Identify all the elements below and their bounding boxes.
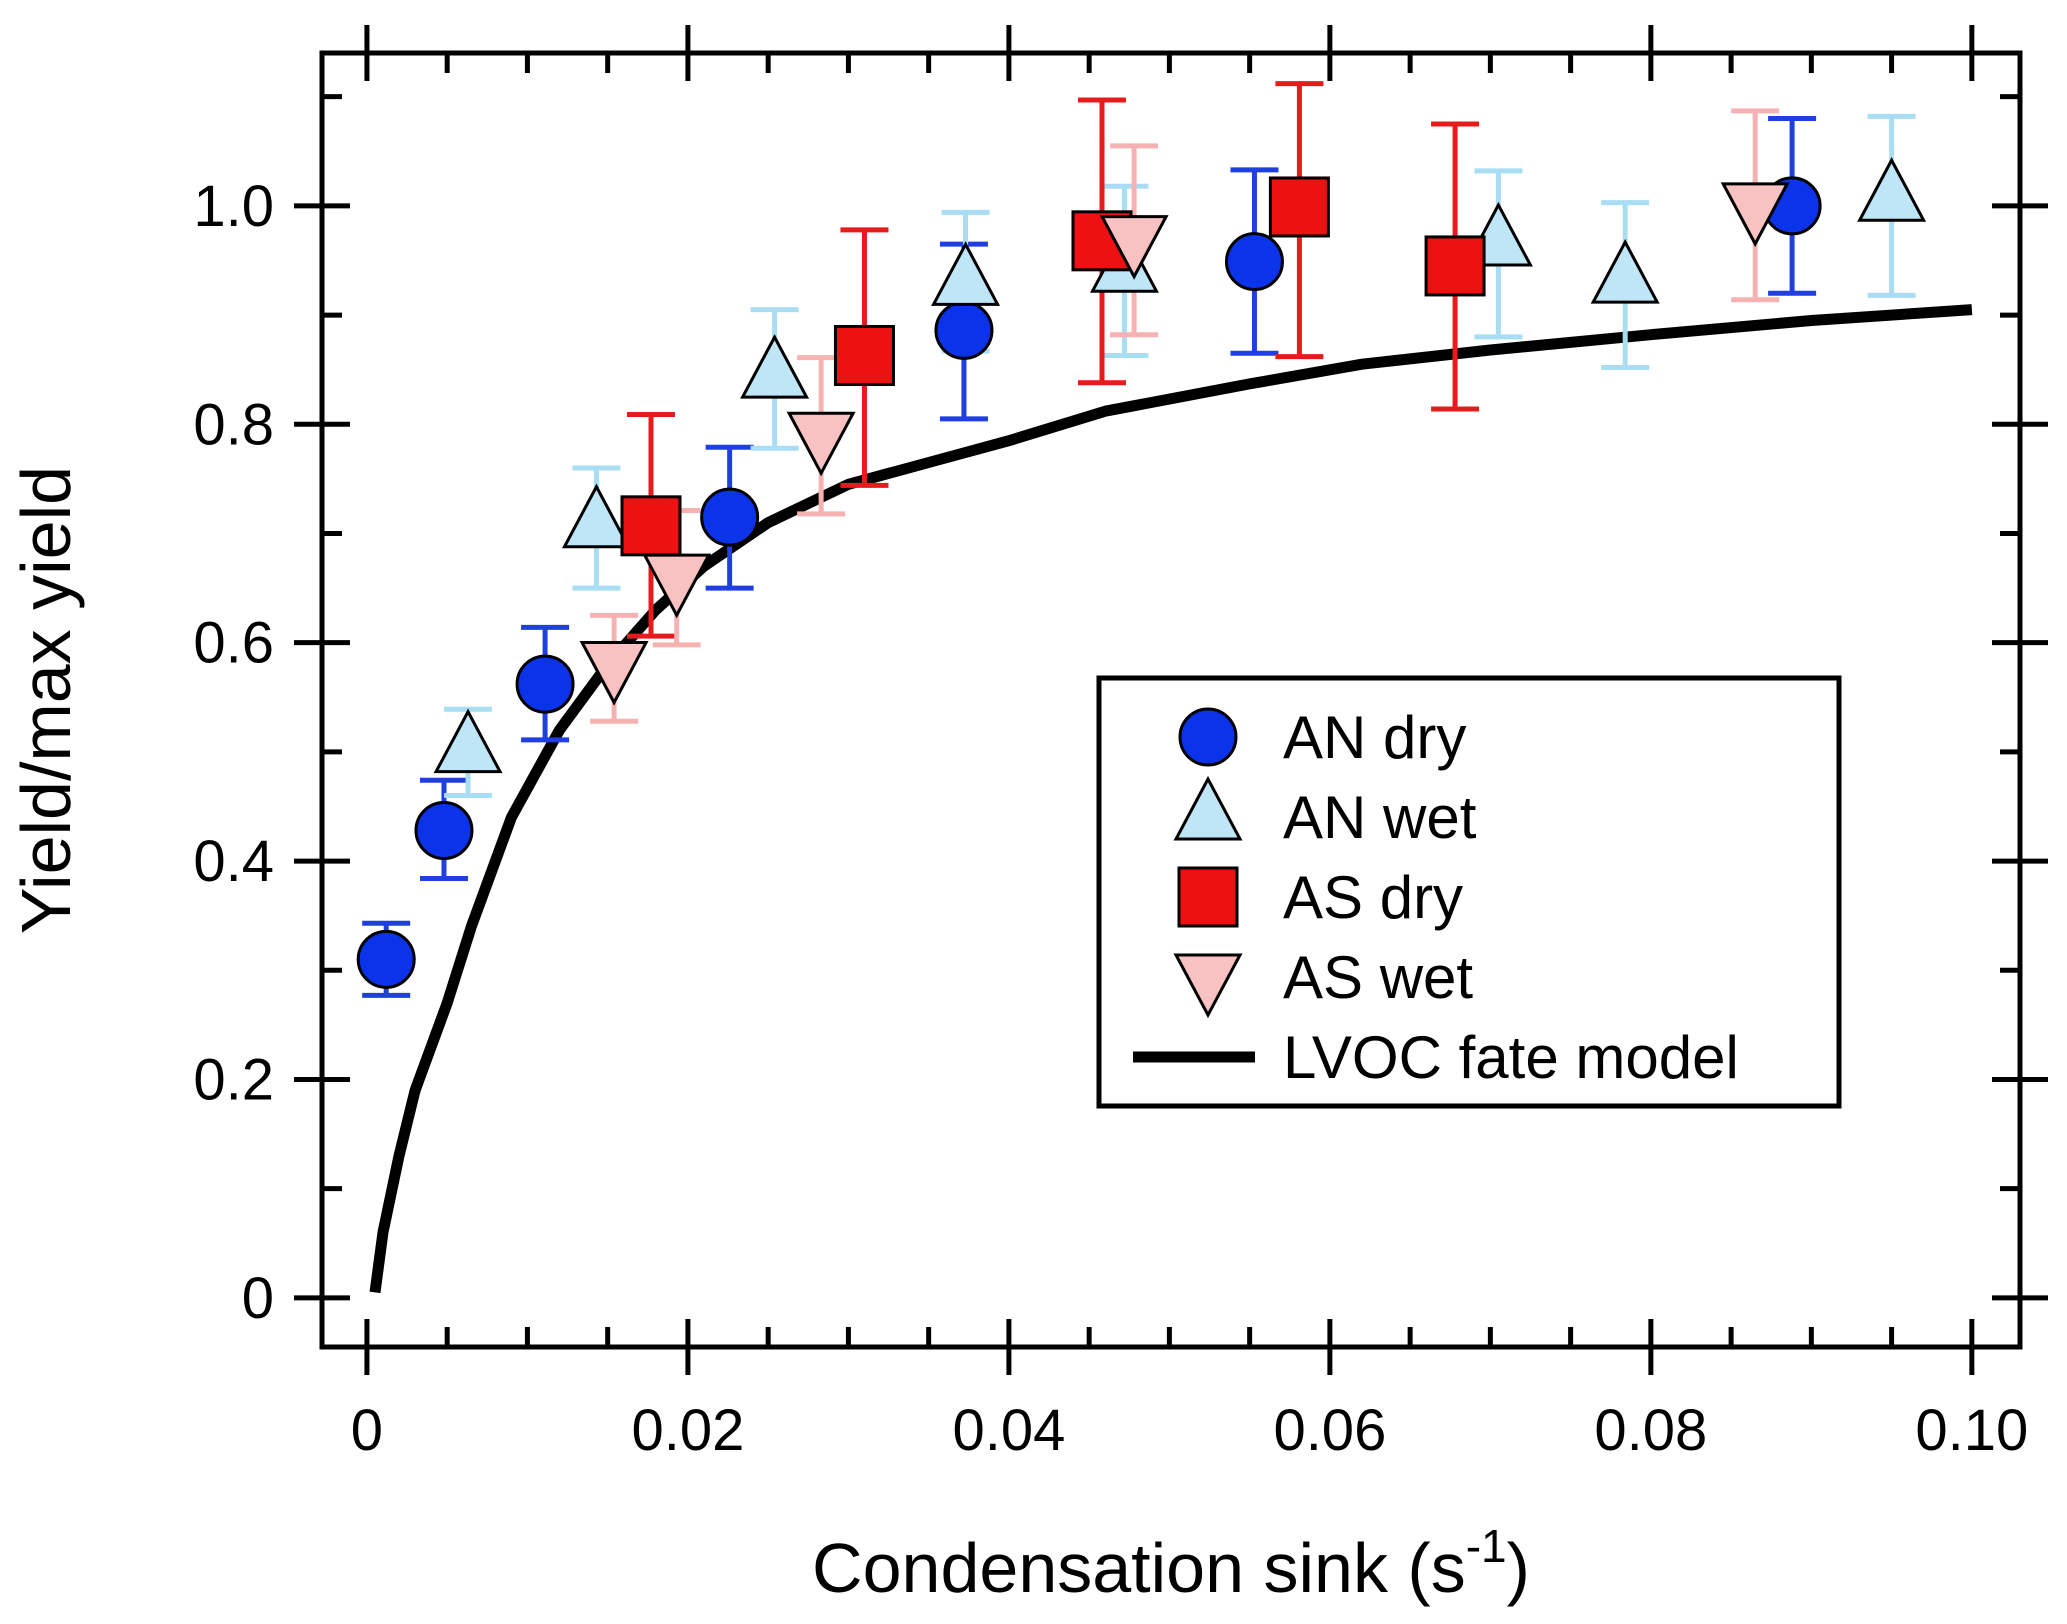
legend-as-wet-marker [1173,953,1243,1019]
y-tick-label: 0 [242,1266,274,1331]
series-an-wet-point [1590,238,1660,304]
x-tick-label: 0.06 [1273,1398,1386,1463]
y-tick-label: 0.8 [193,392,274,457]
x-tick-labels: 0 0.02 0.04 0.06 0.08 0.10 [351,1398,2028,1463]
legend-an-wet-marker [1173,775,1243,841]
x-tick-label: 0.02 [631,1398,744,1463]
series-as-wet-point [642,553,712,619]
y-tick-labels: 0 0.2 0.4 0.6 0.8 1.0 [193,174,274,1331]
legend-an-wet-label: AN wet [1283,784,1477,851]
series-an-wet-point [931,241,1001,306]
series-as-dry-point [620,495,682,557]
legend-lvoc-fate-model-label: LVOC fate model [1283,1024,1739,1091]
x-tick-label: 0.04 [952,1398,1065,1463]
data-markers [356,157,1927,989]
series-an-wet-point [740,333,810,399]
legend-as-wet-label: AS wet [1283,944,1473,1011]
x-tick-label: 0.10 [1915,1398,2028,1463]
legend: AN dry AN wet AS dry AS wet LVOC fate model [1096,675,1842,1109]
series-an-dry-point [1224,232,1284,292]
x-axis-title: Condensation sink (s-1) [812,1520,1530,1607]
legend-an-dry-marker [1178,707,1238,767]
error-bars [362,81,1916,998]
y-tick-label: 0.4 [193,829,274,894]
x-axis-title-close: ) [1507,1529,1530,1607]
series-as-wet-point [1720,182,1790,248]
series-an-dry-point [515,654,575,714]
plot-frame [319,50,2023,1350]
series-an-wet-point [1857,157,1927,222]
y-tick-label: 0.2 [193,1047,274,1112]
series-an-dry-point [356,929,416,989]
series-as-dry-point [1268,176,1330,238]
legend-as-dry-label: AS dry [1283,864,1463,931]
series-as-dry-point [1424,235,1486,297]
series-as-wet-point [579,641,649,706]
series-an-dry-point [700,487,760,547]
x-tick-label: 0.08 [1594,1398,1707,1463]
series-an-wet-point [561,483,631,549]
y-tick-label: 1.0 [193,174,274,239]
x-axis-title-main: Condensation sink (s [812,1529,1466,1607]
series-an-dry-point [934,300,994,360]
y-tick-label: 0.6 [193,611,274,676]
series-as-wet-point [1099,215,1169,280]
series-as-dry-point [833,324,895,386]
series-an-dry-point [414,800,474,860]
x-axis-title-sup: -1 [1466,1520,1507,1572]
x-tick-label: 0 [351,1398,383,1463]
legend-an-dry-label: AN dry [1283,704,1466,771]
legend-as-dry-marker [1177,866,1239,928]
series-an-wet-point [433,708,503,774]
y-axis-title: Yield/max yield [7,466,85,934]
series-as-wet-point [786,411,856,477]
